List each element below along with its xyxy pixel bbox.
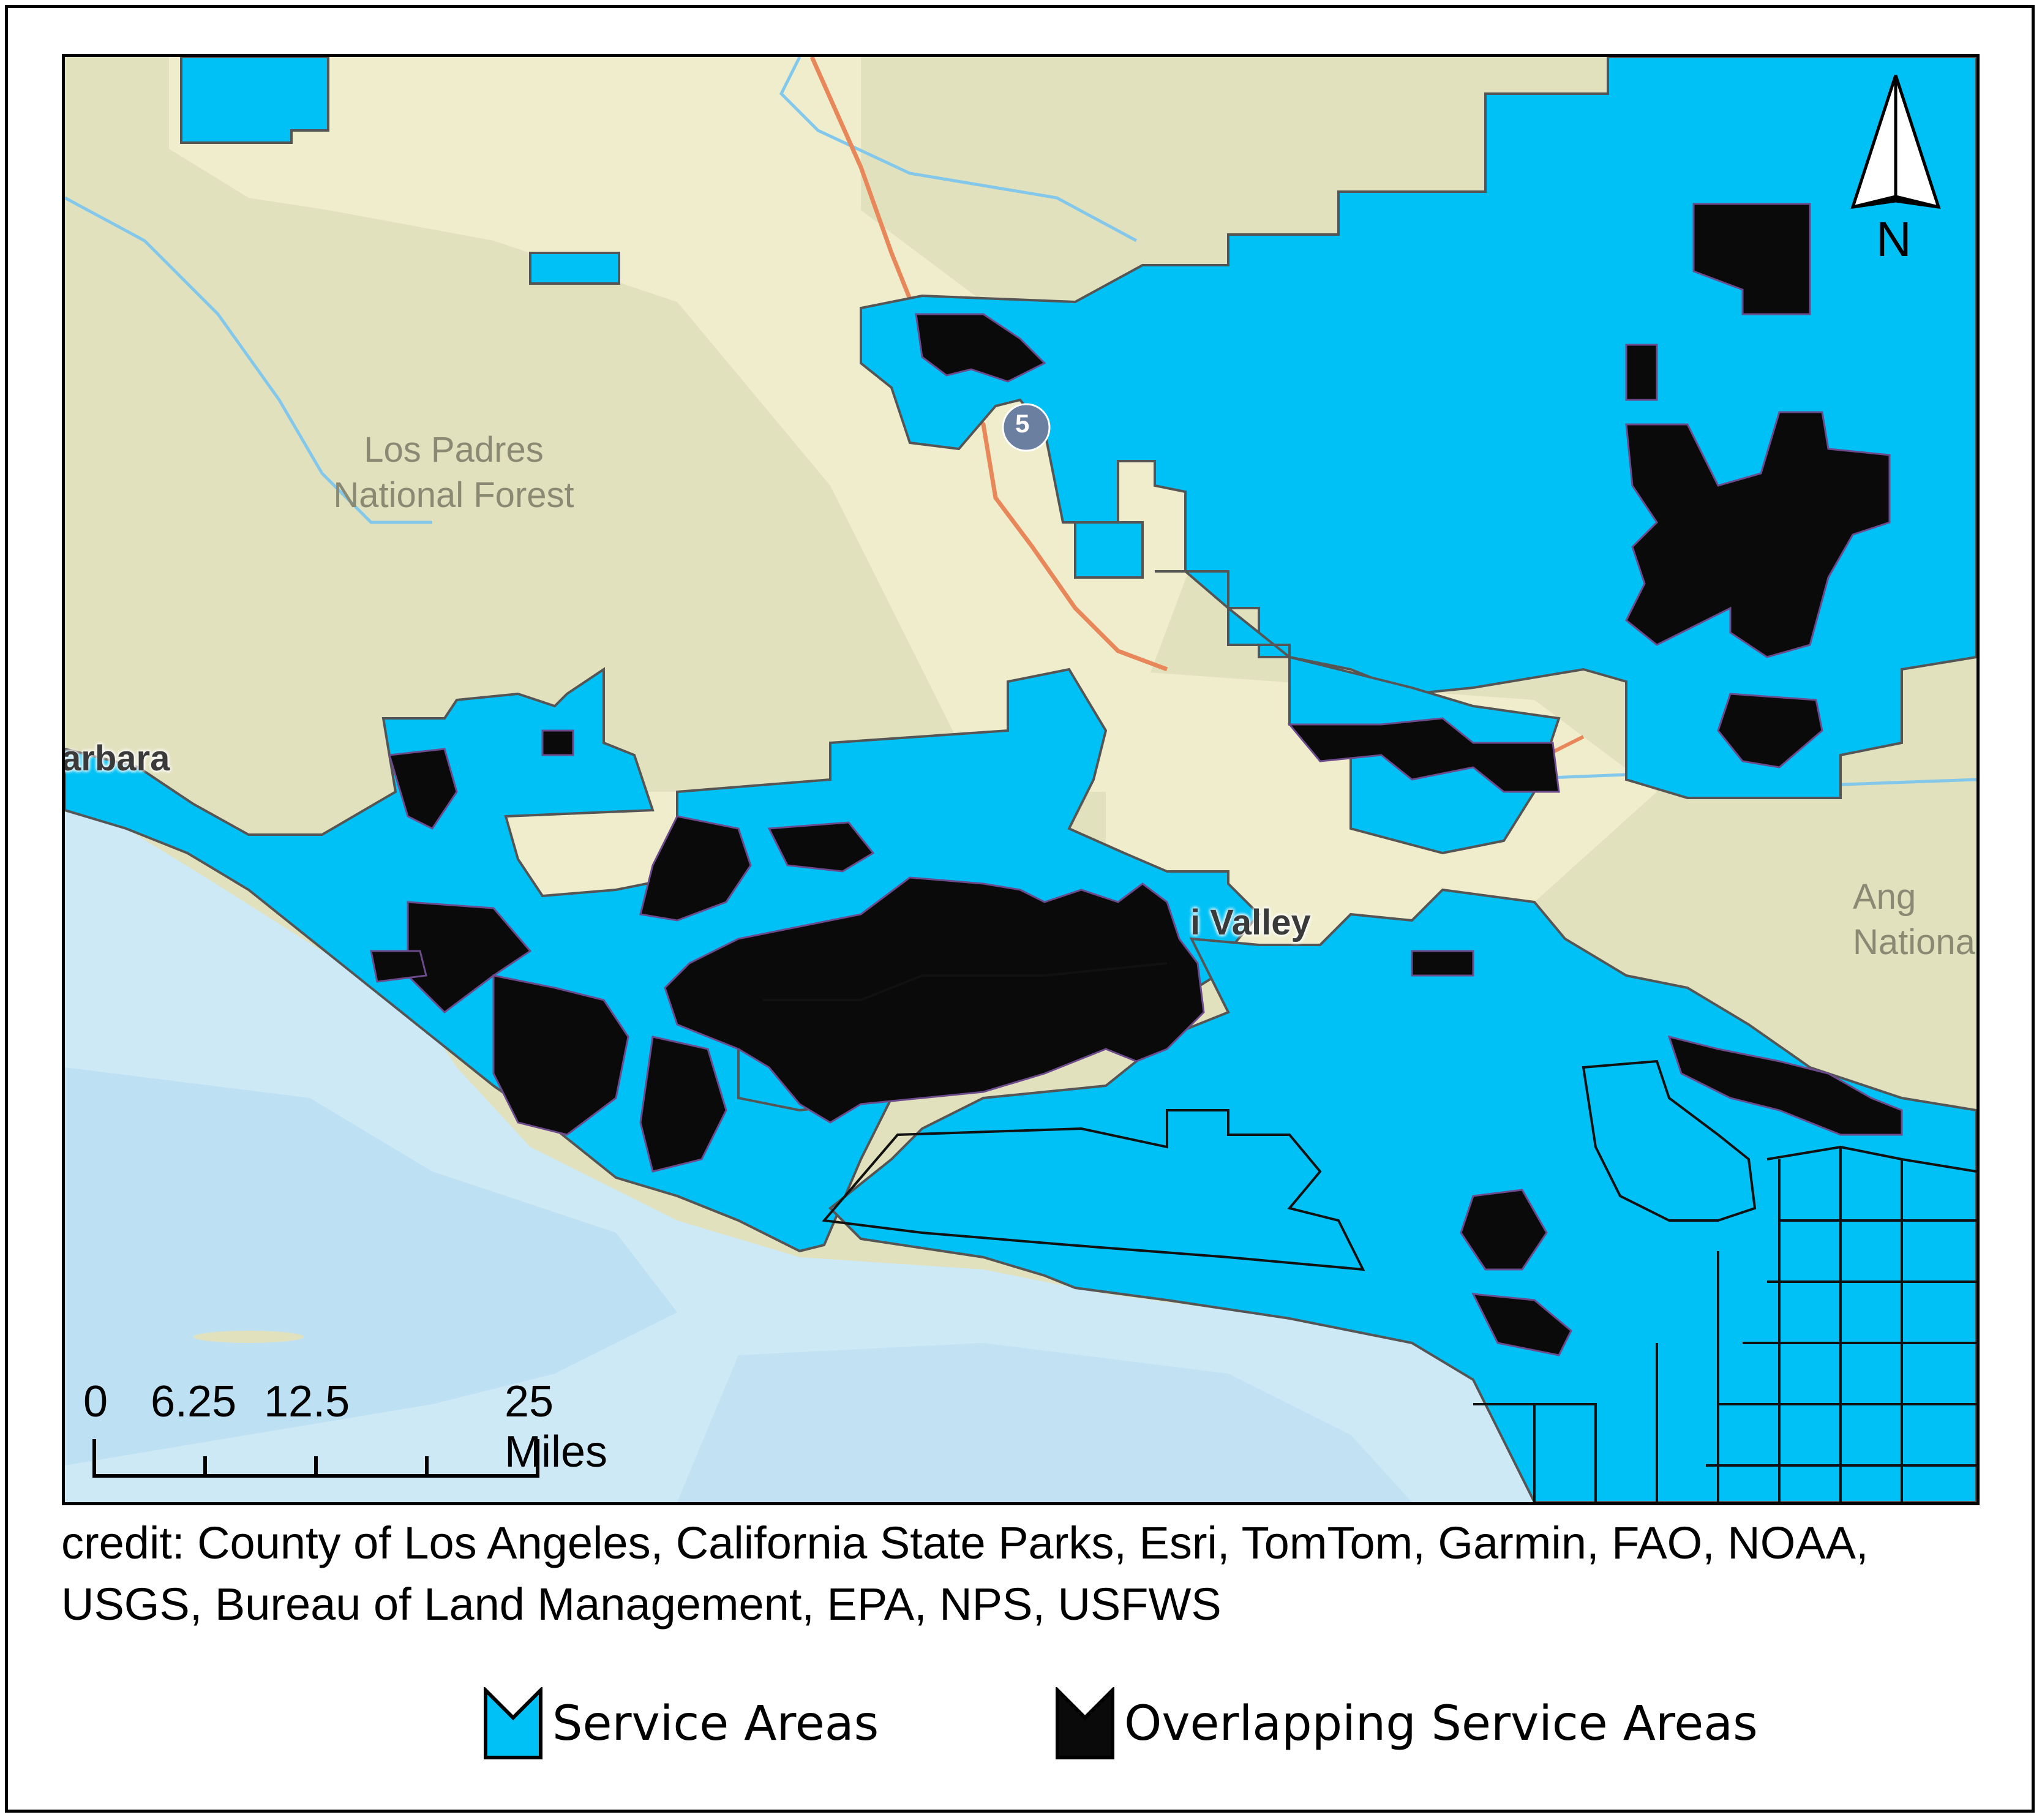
overlap-cluster-ne: [1625, 411, 1891, 658]
overlap-9: [1460, 1189, 1548, 1271]
scale-bar-graphic: [92, 1439, 539, 1478]
service-area-small-1: [529, 252, 620, 285]
overlap-valley: [1287, 717, 1560, 793]
highway-shield-icon: [1002, 403, 1051, 452]
overlap-1: [915, 313, 1046, 383]
place-label-valley: i Valley: [1190, 903, 1311, 942]
overlap-10: [1471, 1293, 1572, 1356]
north-arrow-label: N: [1876, 212, 1912, 266]
land-light-north: [169, 57, 1198, 792]
overlap-11: [1411, 950, 1474, 977]
service-area-nw: [180, 57, 329, 144]
overlap-sfv: [664, 876, 1205, 1124]
service-area-central: [1155, 570, 1561, 855]
district-boundaries: [763, 962, 1976, 1502]
legend-overlapping-areas-label: Overlapping Service Areas: [1124, 1696, 1758, 1751]
credit-text: credit: County of Los Angeles, Californi…: [61, 1517, 1869, 1630]
overlap-coast-3: [639, 1036, 727, 1173]
river-1: [65, 196, 432, 524]
scale-tick-0: 0: [83, 1377, 108, 1426]
legend-overlapping-areas: Overlapping Service Areas: [1054, 1687, 1758, 1761]
highway-shield-label: 5: [1015, 409, 1030, 438]
north-arrow-icon: [1850, 75, 1941, 209]
place-label-left: arbara: [62, 739, 170, 778]
overlap-3: [1717, 693, 1823, 769]
boundary-3: [763, 962, 1168, 1001]
boundary-1: [822, 1109, 1365, 1271]
forest-label-left: Los Padres National Forest: [333, 430, 574, 515]
service-area-swatch-icon: [484, 1687, 542, 1759]
overlap-foothill: [1667, 1035, 1903, 1136]
ocean-deep-2: [677, 1343, 1412, 1502]
legend-service-areas: Service Areas: [482, 1687, 879, 1761]
overlap-6: [541, 729, 574, 756]
scale-tick-1: 6.25: [151, 1377, 237, 1426]
scale-tick-3: 25 Miles: [505, 1377, 608, 1476]
ocean-deep-1: [65, 1067, 677, 1465]
island: [193, 1331, 304, 1343]
overlap-5: [388, 748, 458, 830]
overlap-12: [370, 950, 427, 983]
forest-label-right: Ang Nationa: [1853, 877, 1975, 962]
map-canvas[interactable]: Los Padres National Forest Ang Nationa a…: [62, 54, 1980, 1505]
overlap-7: [639, 815, 752, 922]
service-area-small-2: [1074, 521, 1144, 579]
scale-tick-2: 12.5: [264, 1377, 350, 1426]
boundary-grid-1: [1706, 1145, 1976, 1467]
overlap-4: [1625, 344, 1658, 401]
boundary-2: [1582, 1059, 1757, 1222]
overlap-swatch-icon: [1056, 1687, 1114, 1759]
overlap-8: [767, 821, 875, 873]
overlap-2: [1692, 203, 1811, 315]
service-area-ventura: [65, 667, 1261, 1253]
map-svg: [65, 57, 1976, 1502]
river-2: [779, 57, 1138, 243]
highway-5: [809, 57, 1168, 672]
legend-service-areas-label: Service Areas: [552, 1696, 879, 1751]
north-arrow: N: [1847, 69, 1951, 271]
overlap-coast-2: [492, 974, 629, 1136]
overlap-areas: [370, 203, 1903, 1356]
boundary-grid-3: [1473, 1343, 1658, 1502]
boundary-grid-2: [1717, 1147, 1903, 1502]
